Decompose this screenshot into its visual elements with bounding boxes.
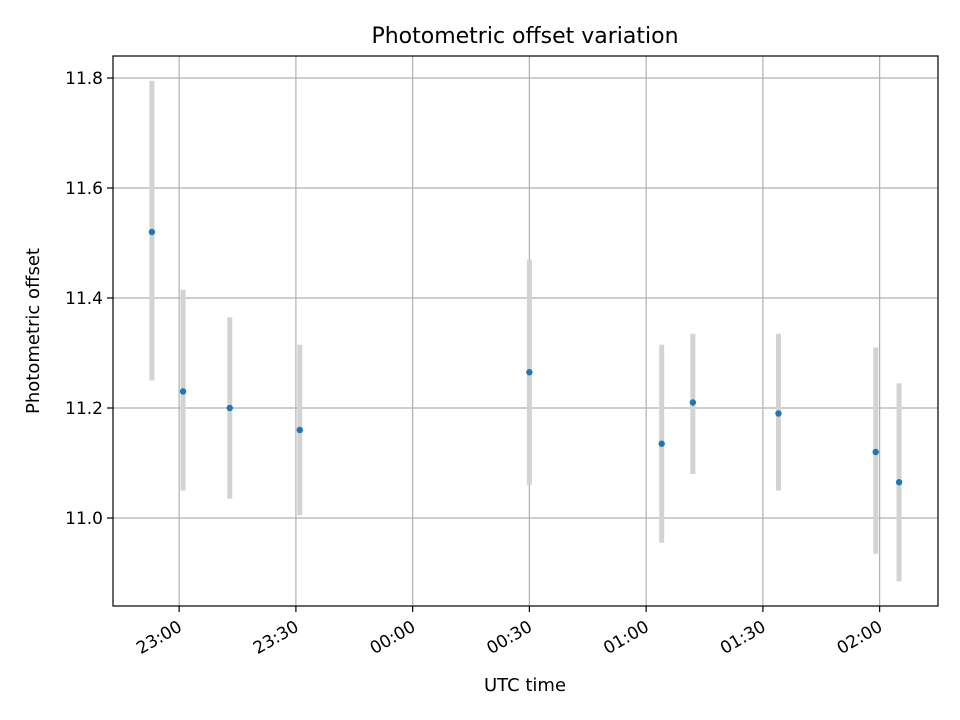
x-axis-label: UTC time [484, 675, 566, 696]
x-tick-label: 01:00 [600, 617, 652, 659]
x-tick-label: 23:30 [250, 617, 302, 659]
y-axis-label: Photometric offset [23, 248, 44, 414]
x-tick-label: 00:00 [367, 617, 419, 659]
x-axis-ticks: 23:00 23:30 00:00 00:30 01:00 01:30 02:00 [133, 606, 886, 659]
x-tick-label: 02:00 [834, 617, 886, 659]
data-point [526, 369, 533, 376]
y-tick-label: 11.2 [65, 399, 103, 419]
x-tick-label: 23:00 [133, 617, 185, 659]
y-tick-label: 11.8 [65, 69, 103, 89]
grid [113, 56, 938, 606]
chart-title: Photometric offset variation [371, 24, 678, 49]
data-point [148, 228, 156, 236]
error-bars [149, 80, 902, 582]
data-point [179, 388, 187, 395]
data-point [658, 440, 665, 447]
data-point [296, 426, 303, 434]
data-point [226, 404, 233, 412]
data-point [895, 479, 903, 486]
plot-frame [112, 55, 939, 607]
data-points [148, 228, 903, 486]
y-axis-ticks: 11.0 11.2 11.4 11.6 11.8 [65, 69, 113, 529]
data-point [775, 410, 782, 417]
y-tick-label: 11.0 [65, 509, 103, 529]
y-tick-label: 11.4 [65, 289, 103, 309]
x-tick-label: 01:30 [717, 617, 769, 659]
y-tick-label: 11.6 [65, 179, 103, 199]
x-tick-label: 00:30 [483, 617, 535, 659]
data-point [872, 448, 879, 456]
data-point [689, 399, 697, 406]
